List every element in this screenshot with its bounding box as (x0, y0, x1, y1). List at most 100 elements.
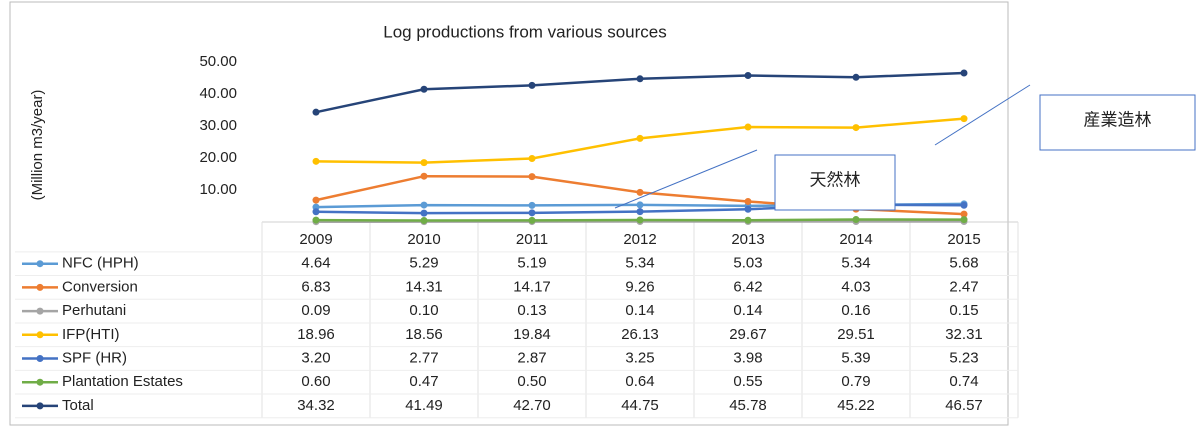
table-cell: 2.47 (949, 278, 978, 295)
data-point (636, 201, 644, 209)
table-cell: 0.09 (301, 302, 330, 319)
data-point (960, 115, 968, 123)
table-cell: 5.39 (841, 349, 870, 366)
legend-key-dot (36, 283, 44, 291)
data-point (960, 210, 968, 218)
legend-key-dot (36, 331, 44, 339)
table-cell: 4.03 (841, 278, 870, 295)
legend-label: Conversion (62, 278, 138, 295)
table-cell: 29.51 (837, 326, 875, 343)
callout-line (614, 149, 758, 209)
x-tick-label: 2013 (731, 231, 764, 248)
legend-key-dot (36, 307, 44, 315)
table-cell: 0.47 (409, 373, 438, 390)
y-tick-label: 10.00 (199, 181, 237, 198)
y-tick-label: 40.00 (199, 85, 237, 102)
table-cell: 19.84 (513, 326, 551, 343)
data-point (636, 75, 644, 83)
table-cell: 14.31 (405, 278, 443, 295)
table-cell: 3.20 (301, 349, 330, 366)
table-cell: 0.14 (625, 302, 654, 319)
table-cell: 5.23 (949, 349, 978, 366)
table-cell: 14.17 (513, 278, 551, 295)
table-cell: 2.77 (409, 349, 438, 366)
table-cell: 4.64 (301, 255, 330, 272)
table-cell: 0.74 (949, 373, 978, 390)
table-cell: 29.67 (729, 326, 767, 343)
table-cell: 32.31 (945, 326, 983, 343)
table-cell: 41.49 (405, 397, 443, 414)
data-point (420, 85, 428, 93)
table-cell: 5.19 (517, 255, 546, 272)
table-cell: 0.55 (733, 373, 762, 390)
callout-box (774, 154, 896, 211)
data-point (744, 216, 752, 224)
table-cell: 3.98 (733, 349, 762, 366)
table-cell: 34.32 (297, 397, 335, 414)
table-cell: 6.42 (733, 278, 762, 295)
y-tick-label: 50.00 (199, 53, 237, 70)
data-point (636, 188, 644, 196)
table-cell: 0.16 (841, 302, 870, 319)
x-tick-label: 2015 (947, 231, 980, 248)
legend-label: Perhutani (62, 302, 126, 319)
table-cell: 2.87 (517, 349, 546, 366)
legend-key-dot (36, 402, 44, 410)
legend-label: IFP(HTI) (62, 326, 120, 343)
data-point (312, 216, 320, 224)
data-point (420, 216, 428, 224)
table-cell: 0.15 (949, 302, 978, 319)
data-point (528, 155, 536, 163)
data-point (744, 123, 752, 131)
x-tick-label: 2012 (623, 231, 656, 248)
legend-label: NFC (HPH) (62, 255, 139, 272)
table-cell: 0.79 (841, 373, 870, 390)
data-point (636, 216, 644, 224)
table-cell: 42.70 (513, 397, 551, 414)
table-cell: 6.83 (301, 278, 330, 295)
legend-label: Total (62, 397, 94, 414)
table-cell: 9.26 (625, 278, 654, 295)
data-point (528, 81, 536, 89)
data-point (636, 208, 644, 216)
data-point (312, 157, 320, 165)
legend-key-dot (36, 355, 44, 362)
table-cell: 0.60 (301, 373, 330, 390)
data-point (852, 124, 860, 132)
table-cell: 0.14 (733, 302, 762, 319)
table-cell: 0.10 (409, 302, 438, 319)
table-cell: 46.57 (945, 397, 983, 414)
data-point (528, 209, 536, 217)
data-point (744, 197, 752, 205)
table-cell: 45.78 (729, 397, 767, 414)
y-axis-label: (Million m3/year) (29, 90, 46, 201)
table-cell: 18.96 (297, 326, 335, 343)
x-tick-label: 2010 (407, 231, 440, 248)
table-cell: 44.75 (621, 397, 659, 414)
data-point (744, 205, 752, 213)
data-point (744, 72, 752, 80)
legend-label: Plantation Estates (62, 373, 183, 390)
table-cell: 5.03 (733, 255, 762, 272)
y-tick-label: 30.00 (199, 117, 237, 134)
data-point (960, 216, 968, 224)
table-cell: 0.13 (517, 302, 546, 319)
callout-text: 天然林 (810, 171, 861, 191)
data-point (420, 172, 428, 180)
table-cell: 5.34 (625, 255, 654, 272)
table-cell: 0.50 (517, 373, 546, 390)
x-tick-label: 2011 (516, 231, 548, 248)
chart-frame (9, 1, 1009, 426)
table-cell: 5.68 (949, 255, 978, 272)
legend-key-dot (36, 260, 44, 268)
data-point (312, 108, 320, 116)
callout-text: 産業造林 (1084, 111, 1152, 131)
table-cell: 5.29 (409, 255, 438, 272)
data-point (528, 201, 536, 209)
data-point (960, 201, 968, 209)
y-tick-label: 20.00 (199, 149, 237, 166)
data-point (636, 134, 644, 142)
legend-label: SPF (HR) (62, 349, 127, 366)
table-cell: 18.56 (405, 326, 443, 343)
